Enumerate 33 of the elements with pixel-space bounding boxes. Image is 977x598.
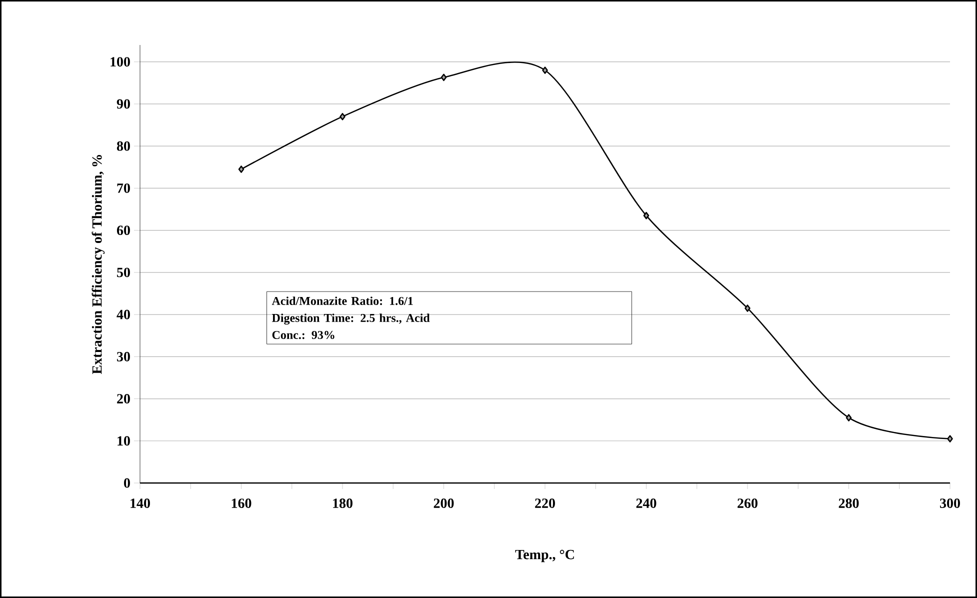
y-tick-label: 70 xyxy=(117,183,130,193)
point xyxy=(440,74,447,82)
point xyxy=(542,66,548,74)
y-tick-label: 30 xyxy=(117,352,130,362)
annotation: Digestion Time: 2.5 hrs., Acid xyxy=(272,314,430,325)
x-tick-label: 280 xyxy=(838,498,859,508)
x-tick-label: 260 xyxy=(738,498,758,508)
y-tick-label: 40 xyxy=(116,310,130,320)
y-tick-label: 10 xyxy=(118,436,130,446)
x-axis-title: Temp., °C xyxy=(515,550,574,562)
point xyxy=(643,212,650,220)
x-tick-label: 200 xyxy=(434,498,454,508)
y-tick-label: 20 xyxy=(117,394,130,404)
x-tick-label: 240 xyxy=(636,498,656,508)
x-tick-label: 220 xyxy=(535,498,555,508)
y-tick-label: 100 xyxy=(110,57,130,67)
x-tick-label: 180 xyxy=(333,498,352,508)
y-tick-label: 90 xyxy=(116,99,130,109)
point xyxy=(846,414,852,422)
y-tick-label: 80 xyxy=(116,141,130,151)
x-tick-label: 300 xyxy=(940,498,960,508)
y-axis-title: Extraction Efficiency of Thorium, % xyxy=(92,155,105,374)
x-tick-label: 160 xyxy=(232,498,252,508)
y-tick-label: 0 xyxy=(124,478,130,488)
annotation: Conc.: 93% xyxy=(272,330,334,340)
point xyxy=(340,112,346,120)
point xyxy=(744,304,750,312)
y-tick-label: 60 xyxy=(116,226,130,236)
point xyxy=(238,166,244,173)
point xyxy=(947,435,953,442)
y-tick-label: 50 xyxy=(117,268,130,278)
x-tick-label: 140 xyxy=(130,498,150,508)
annotation: Acid/Monazite Ratio: 1.6/1 xyxy=(272,296,413,306)
